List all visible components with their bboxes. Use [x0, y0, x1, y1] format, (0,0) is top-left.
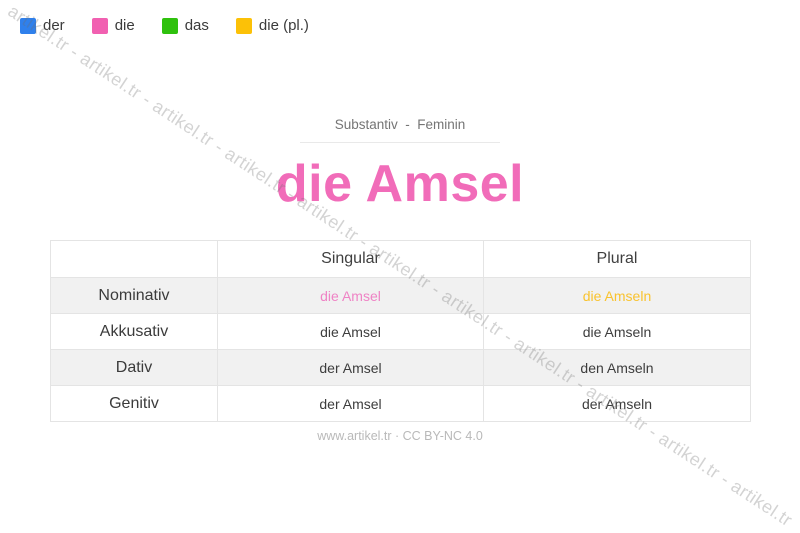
- cell-genitiv-singular: der Amsel: [217, 385, 484, 422]
- cell-nominativ-singular: die Amsel: [217, 277, 484, 314]
- cell-genitiv-plural: der Amseln: [483, 385, 751, 422]
- column-header-singular: Singular: [217, 240, 484, 278]
- column-header-empty: [50, 240, 218, 278]
- table-row-dativ: Dativ der Amsel den Amseln: [50, 349, 751, 386]
- cell-nominativ-plural: die Amseln: [483, 277, 751, 314]
- table-row-akkusativ: Akkusativ die Amsel die Amseln: [50, 313, 751, 350]
- table-row-genitiv: Genitiv der Amsel der Amseln: [50, 385, 751, 422]
- site-credit: www.artikel.tr · CC BY-NC 4.0: [317, 429, 483, 443]
- legend-item-die-plural: die (pl.): [235, 17, 309, 34]
- legend-label-der: der: [43, 17, 65, 34]
- case-label-akkusativ: Akkusativ: [50, 313, 218, 350]
- cell-dativ-singular: der Amsel: [217, 349, 484, 386]
- legend-label-das: das: [184, 17, 209, 34]
- subtitle-divider-line: [300, 142, 500, 143]
- die-color-swatch: [91, 17, 108, 34]
- table-row-nominativ: Nominativ die Amsel die Amseln: [50, 277, 751, 314]
- table-header-row: Singular Plural: [50, 240, 751, 278]
- declension-table: Singular Plural Nominativ die Amsel die …: [50, 240, 751, 422]
- cell-dativ-plural: den Amseln: [483, 349, 751, 386]
- cell-akkusativ-plural: die Amseln: [483, 313, 751, 350]
- article-color-legend: der die das die (pl.): [20, 17, 309, 34]
- das-color-swatch: [161, 17, 178, 34]
- der-color-swatch: [20, 17, 36, 34]
- die-plural-color-swatch: [235, 17, 252, 34]
- noun-type-subtitle: Substantiv - Feminin: [334, 117, 466, 132]
- legend-item-das: das: [161, 17, 209, 34]
- page-title: die Amsel: [275, 155, 525, 213]
- legend-item-die: die: [91, 17, 135, 34]
- legend-label-die-plural: die (pl.): [258, 17, 309, 34]
- column-header-plural: Plural: [483, 240, 751, 278]
- case-label-nominativ: Nominativ: [50, 277, 218, 314]
- case-label-dativ: Dativ: [50, 349, 218, 386]
- legend-item-der: der: [20, 17, 65, 34]
- legend-label-die: die: [114, 17, 135, 34]
- case-label-genitiv: Genitiv: [50, 385, 218, 422]
- cell-akkusativ-singular: die Amsel: [217, 313, 484, 350]
